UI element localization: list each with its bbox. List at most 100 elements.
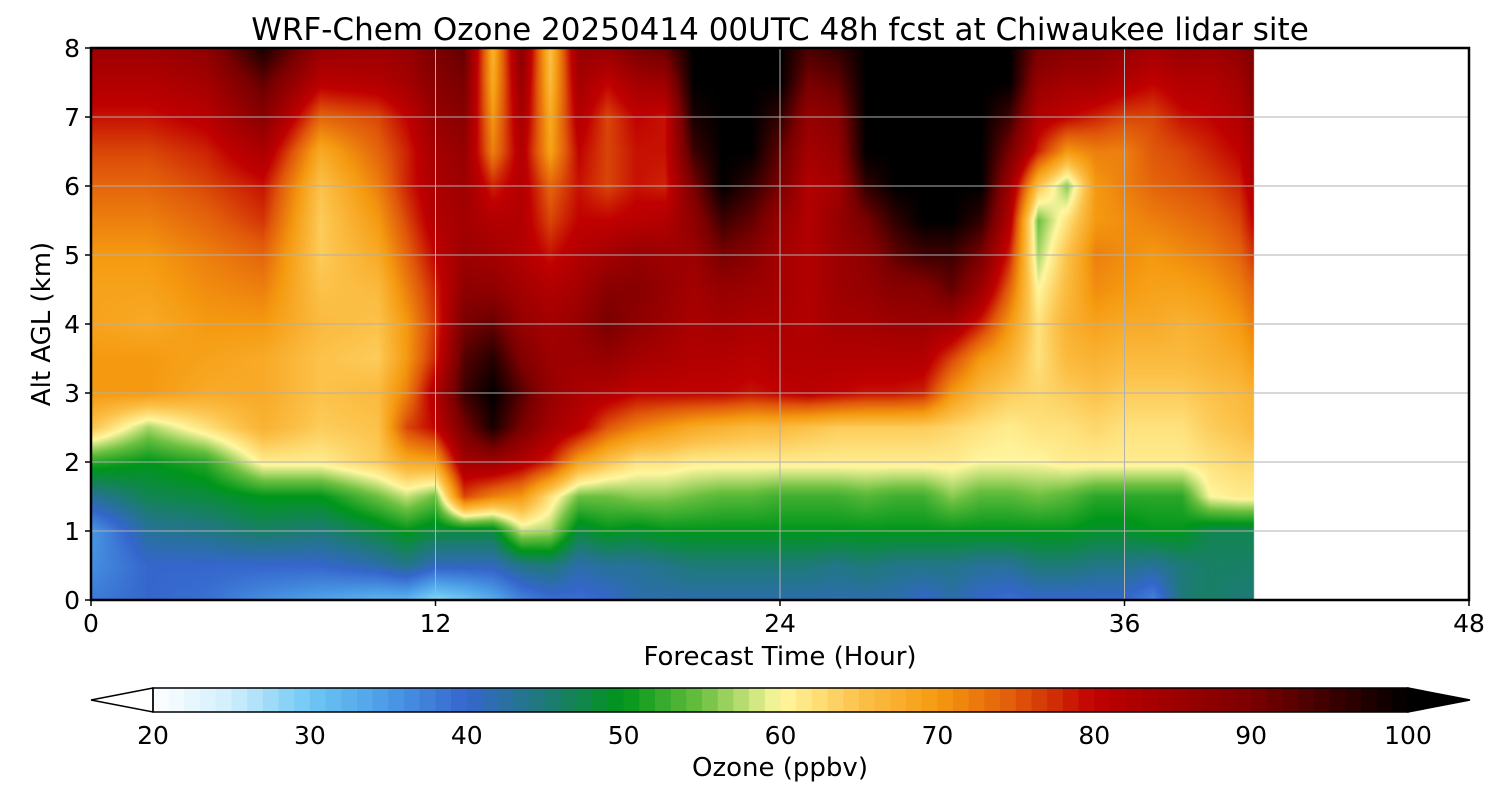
colorbar-segment <box>827 688 844 712</box>
colorbar-segment <box>545 688 562 712</box>
colorbar-label: Ozone (ppbv) <box>692 753 868 783</box>
colorbar-segment <box>1360 688 1378 712</box>
colorbar-tick-label: 20 <box>137 721 169 750</box>
colorbar-segment <box>858 688 876 712</box>
colorbar-segment <box>1047 688 1064 712</box>
colorbar-segment <box>953 688 970 712</box>
colorbar-segment <box>968 688 986 712</box>
colorbar-max-extend-arrow <box>1407 687 1471 713</box>
y-tick-label: 7 <box>64 103 80 132</box>
colorbar-segment <box>1345 688 1362 712</box>
colorbar-segment <box>764 688 782 712</box>
colorbar-segment <box>1329 688 1346 712</box>
colorbar-segment <box>231 688 248 712</box>
colorbar-segment <box>419 688 436 712</box>
colorbar-segment <box>482 688 499 712</box>
colorbar-segment <box>325 688 342 712</box>
colorbar-segment <box>1015 688 1033 712</box>
colorbar-segment <box>1125 688 1142 712</box>
y-tick-label: 8 <box>64 34 80 63</box>
colorbar-segment <box>168 688 185 712</box>
colorbar-segment <box>780 688 797 712</box>
y-tick-label: 4 <box>64 310 80 339</box>
colorbar-segment <box>1376 688 1393 712</box>
colorbar-segment <box>247 688 264 712</box>
colorbar-segment <box>278 688 295 712</box>
x-tick-label: 24 <box>764 609 796 638</box>
colorbar-segment <box>1204 688 1221 712</box>
colorbar-segment <box>843 688 860 712</box>
colorbar-segment <box>200 688 217 712</box>
colorbar-segment <box>1188 688 1205 712</box>
colorbar-segment <box>1141 688 1158 712</box>
colorbar-segment <box>607 688 625 712</box>
colorbar-segment <box>404 688 421 712</box>
colorbar-tick-label: 60 <box>765 721 797 750</box>
x-axis-label: Forecast Time (Hour) <box>643 642 916 672</box>
colorbar-segment <box>984 688 1001 712</box>
colorbar-segment <box>749 688 766 712</box>
colorbar-segment <box>1172 688 1189 712</box>
colorbar-ticks: 20 30 40 50 60 70 80 90 100 <box>137 721 1432 750</box>
colorbar-segment <box>733 688 750 712</box>
colorbar-segment <box>215 688 233 712</box>
colorbar-segment <box>906 688 923 712</box>
colorbar-min-extend-arrow <box>90 687 154 713</box>
colorbar-tick-label: 70 <box>921 721 953 750</box>
colorbar-tick-label: 30 <box>294 721 326 750</box>
y-tick-label: 2 <box>64 448 80 477</box>
colorbar-frame <box>152 687 1409 713</box>
colorbar-segment <box>309 688 327 712</box>
colorbar-segment <box>623 688 640 712</box>
colorbar-segment <box>341 688 358 712</box>
colorbar-tick-label: 50 <box>608 721 640 750</box>
colorbar-segment <box>294 688 311 712</box>
colorbar-segment <box>670 688 687 712</box>
colorbar-segment <box>796 688 813 712</box>
colorbar-segment <box>388 688 405 712</box>
colorbar-segment <box>466 688 484 712</box>
colorbar-segment <box>890 688 907 712</box>
colorbar-tick-label: 90 <box>1235 721 1267 750</box>
colorbar-segment <box>1219 688 1237 712</box>
colorbar-segment <box>1031 688 1048 712</box>
y-tick-label: 6 <box>64 172 80 201</box>
colorbar-segment <box>1109 688 1127 712</box>
x-tick-label: 0 <box>83 609 99 638</box>
y-tick-label: 0 <box>64 586 80 615</box>
colorbar-segment <box>435 688 452 712</box>
colorbar-segment <box>811 688 829 712</box>
chart-title: WRF-Chem Ozone 20250414 00UTC 48h fcst a… <box>251 12 1309 48</box>
colorbar-segment <box>560 688 578 712</box>
colorbar-segment <box>1062 688 1080 712</box>
colorbar-segment <box>1298 688 1315 712</box>
colorbar-segment <box>717 688 735 712</box>
colorbar-segment <box>1157 688 1174 712</box>
colorbar-segment <box>576 688 593 712</box>
x-tick-label: 36 <box>1109 609 1141 638</box>
colorbar-segment <box>1000 688 1017 712</box>
y-tick-label: 5 <box>64 241 80 270</box>
colorbar-segment <box>356 688 374 712</box>
y-tick-label: 3 <box>64 379 80 408</box>
colorbar-segment <box>498 688 515 712</box>
colorbar-segment <box>1282 688 1299 712</box>
colorbar-segment <box>702 688 719 712</box>
colorbar-segment <box>1313 688 1331 712</box>
colorbar-segment <box>529 688 546 712</box>
x-tick-label: 12 <box>420 609 452 638</box>
colorbar-segment <box>262 688 280 712</box>
colorbar-segment <box>686 688 703 712</box>
colorbar-segment <box>1094 688 1111 712</box>
x-tick-label: 48 <box>1453 609 1485 638</box>
colorbar-segment <box>1078 688 1095 712</box>
colorbar-segment <box>874 688 891 712</box>
y-axis: 0 1 2 3 4 5 6 7 8 <box>64 34 91 615</box>
colorbar-segment <box>655 688 672 712</box>
colorbar-segment <box>1251 688 1268 712</box>
colorbar-segment <box>921 688 938 712</box>
colorbar-segment <box>153 688 170 712</box>
y-axis-label: Alt AGL (km) <box>27 242 57 406</box>
colorbar-segment <box>639 688 656 712</box>
